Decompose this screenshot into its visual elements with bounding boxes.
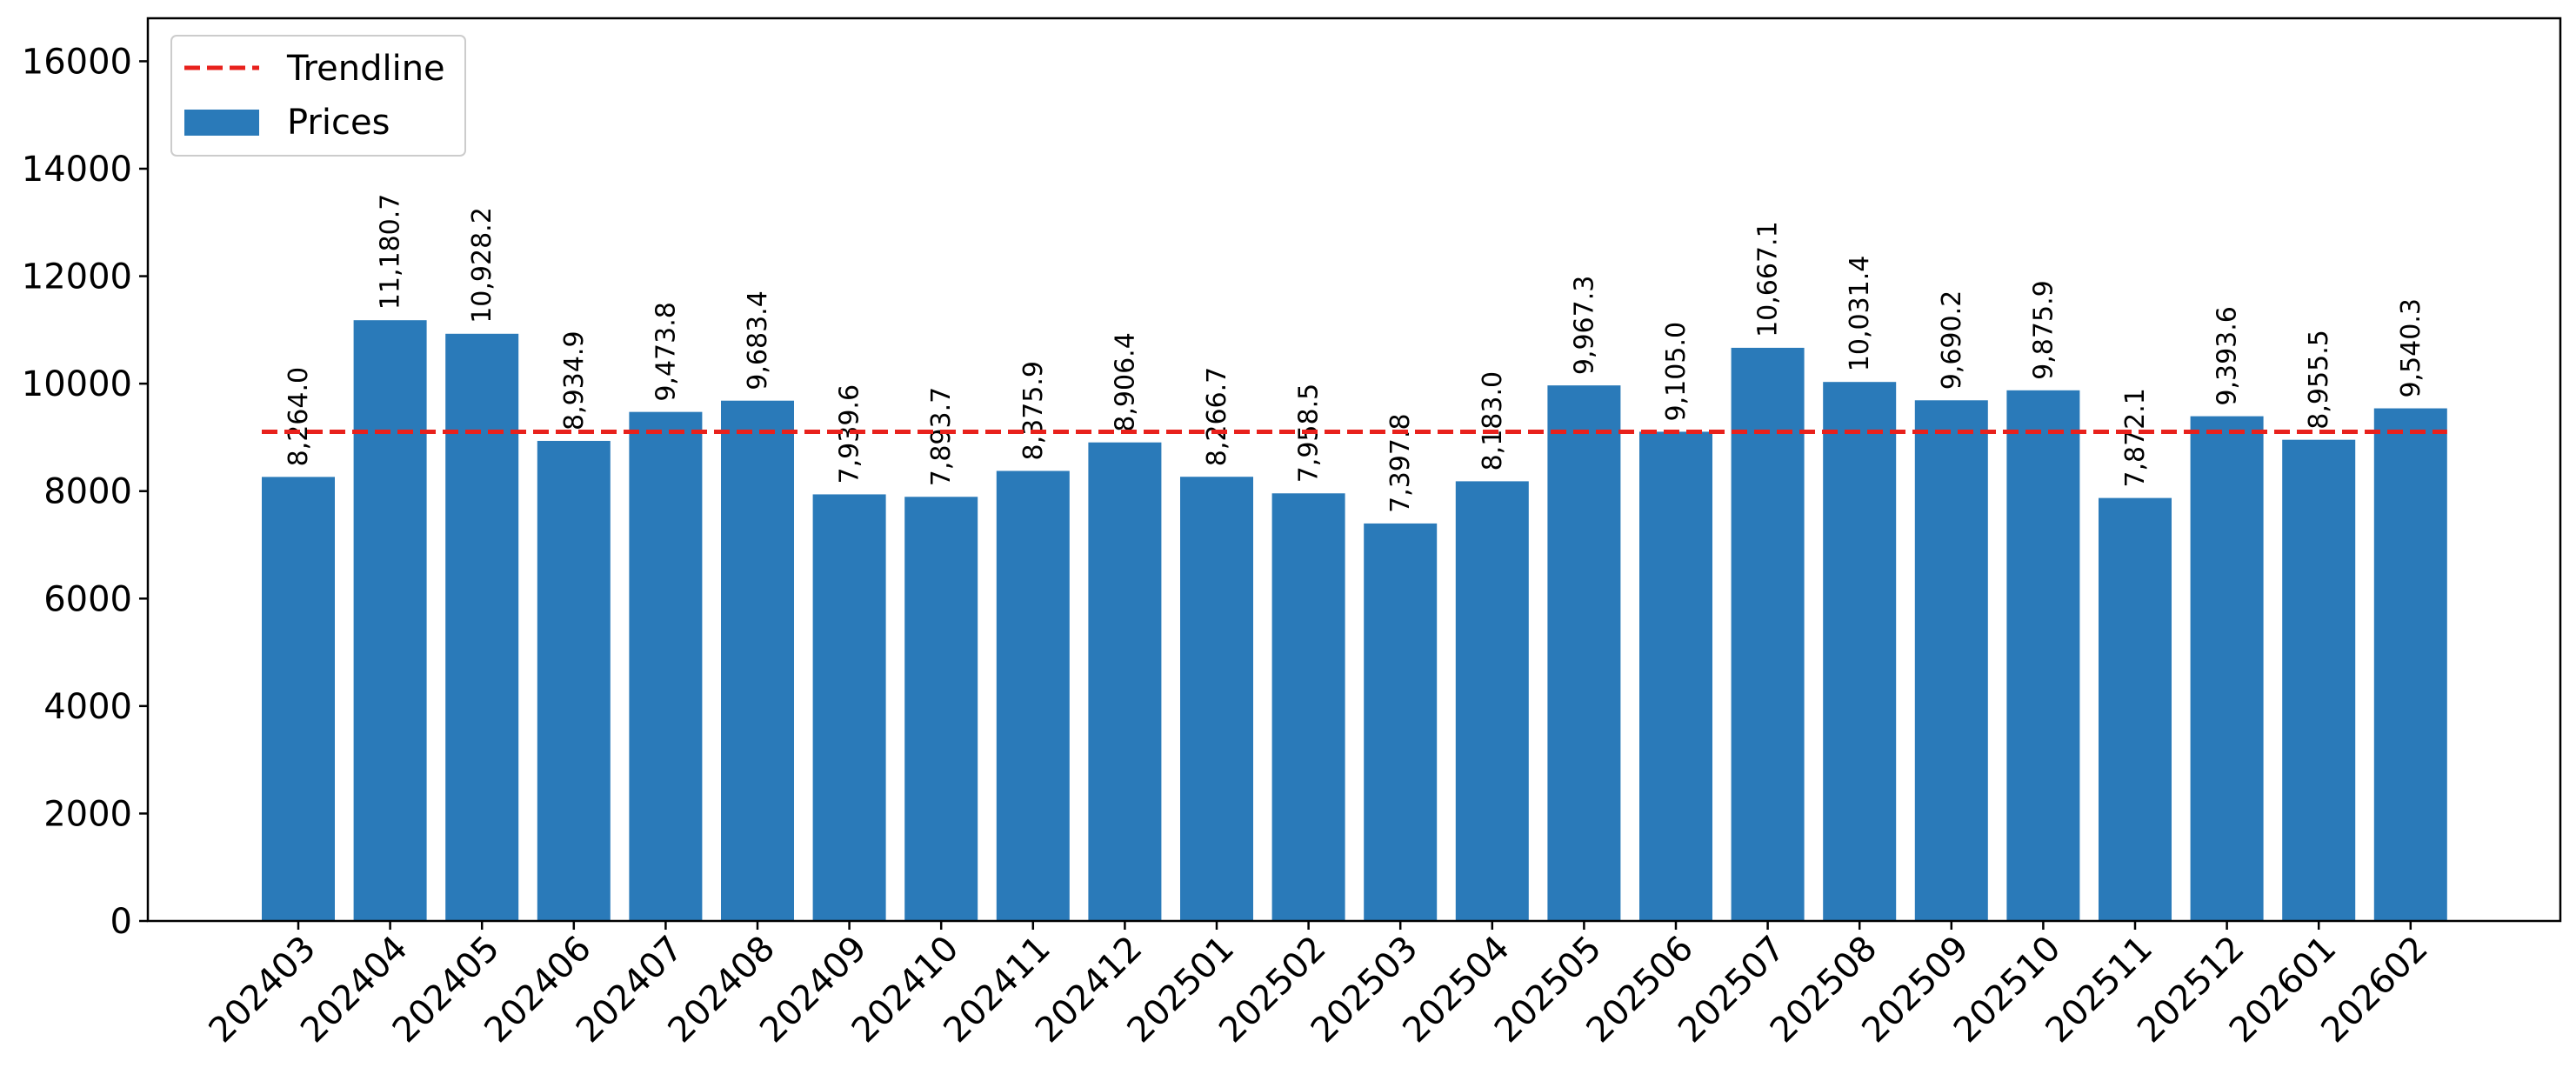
- data-labels-group: 8,264.0 11,180.7 10,928.2 8,934.9 9,473.8 9,6…: [284, 194, 2426, 513]
- bar-202406: [537, 440, 611, 922]
- legend-prices-swatch: [184, 110, 259, 136]
- bar-202411: [996, 470, 1070, 921]
- bar-202405: [445, 333, 519, 922]
- data-label-202406: 8,934.9: [559, 330, 590, 430]
- y-tick-label: 8000: [43, 472, 132, 512]
- bar-202508: [1823, 382, 1897, 922]
- bar-202506: [1639, 431, 1712, 922]
- data-label-202509: 9,690.2: [1937, 290, 1967, 390]
- bar-202505: [1547, 385, 1621, 922]
- bar-202510: [2006, 390, 2080, 922]
- data-label-202505: 9,967.3: [1569, 276, 1599, 376]
- bar-202412: [1088, 442, 1162, 922]
- y-tick-label: 16000: [22, 42, 132, 82]
- y-tick-label: 14000: [22, 150, 132, 190]
- bar-202503: [1364, 523, 1438, 921]
- data-label-202508: 10,031.4: [1845, 256, 1875, 372]
- data-label-202411: 8,375.9: [1018, 361, 1049, 461]
- data-label-202409: 7,939.6: [835, 384, 865, 484]
- data-label-202412: 8,906.4: [1110, 332, 1140, 432]
- bar-202507: [1731, 347, 1805, 921]
- bar-202410: [904, 497, 978, 921]
- bars-group: [262, 320, 2447, 922]
- bar-202502: [1271, 493, 1345, 921]
- y-tick-label: 10000: [22, 364, 132, 404]
- legend-trendline-label: Trendline: [286, 49, 445, 89]
- data-label-202404: 11,180.7: [376, 194, 406, 310]
- data-label-202506: 9,105.0: [1661, 322, 1692, 422]
- data-label-202503: 7,397.8: [1385, 413, 1416, 513]
- data-label-202403: 8,264.0: [284, 367, 314, 467]
- bar-202509: [1914, 400, 1988, 921]
- y-tick-label: 0: [110, 902, 132, 942]
- data-label-202602: 9,540.3: [2396, 298, 2426, 398]
- bar-202501: [1180, 477, 1253, 921]
- bar-202403: [262, 477, 335, 921]
- plot-frame: [146, 17, 2562, 923]
- bar-202504: [1455, 481, 1529, 921]
- data-label-202405: 10,928.2: [467, 207, 497, 324]
- data-label-202507: 10,667.1: [1753, 221, 1784, 337]
- data-label-202408: 9,683.4: [743, 290, 773, 390]
- bar-202407: [629, 411, 703, 921]
- data-label-202510: 9,875.9: [2028, 280, 2059, 380]
- y-tick-label: 12000: [22, 257, 132, 297]
- legend: Trendline Prices: [170, 35, 466, 157]
- y-tick-label: 2000: [43, 794, 132, 834]
- bar-202409: [812, 494, 886, 921]
- bar-202602: [2373, 408, 2447, 921]
- legend-prices-label: Prices: [287, 103, 390, 143]
- bar-202512: [2190, 416, 2264, 921]
- y-tick-label: 4000: [43, 687, 132, 727]
- bar-202511: [2099, 497, 2172, 921]
- data-label-202501: 8,266.7: [1202, 367, 1232, 467]
- data-label-202601: 8,955.5: [2304, 330, 2334, 430]
- data-label-202410: 7,893.7: [926, 387, 957, 487]
- data-label-202407: 9,473.8: [651, 302, 681, 402]
- data-label-202504: 8,183.0: [1478, 371, 1508, 471]
- bar-202601: [2282, 439, 2356, 921]
- y-axis: 0 2000 4000 6000 8000 10000 12000 14000 16000: [22, 42, 148, 942]
- data-label-202512: 9,393.6: [2212, 306, 2243, 406]
- bar-202408: [721, 400, 794, 921]
- bar-202404: [353, 320, 427, 921]
- y-tick-label: 6000: [43, 579, 132, 619]
- data-label-202511: 7,872.1: [2120, 388, 2151, 488]
- x-axis: 2024032024042024052024062024072024082024…: [202, 921, 2436, 1051]
